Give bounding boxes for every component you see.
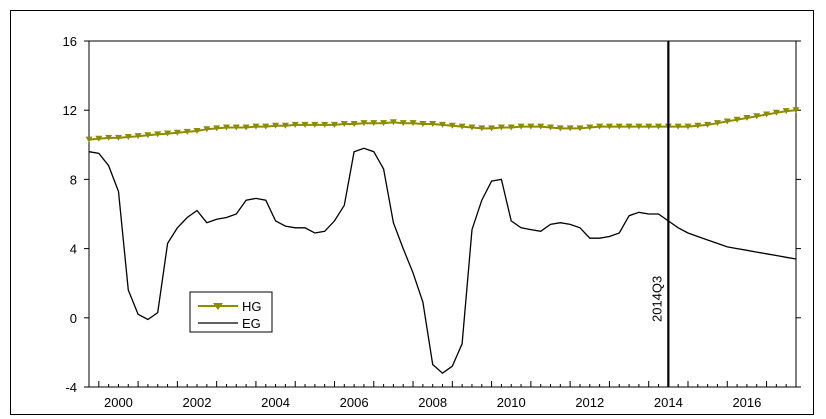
legend: HG EG xyxy=(190,292,272,332)
series-line-eg xyxy=(89,148,796,373)
x-tick-label: 2014 xyxy=(654,395,683,410)
x-tick-label: 2008 xyxy=(418,395,447,410)
x-axis: 2000 2002 2004 2006 2008 2010 2012 2014 2016 xyxy=(89,381,796,410)
legend-eg-label: EG xyxy=(242,316,261,331)
y-tick-label: 0 xyxy=(70,311,77,326)
y-tick-label: 4 xyxy=(70,242,77,257)
y-tick-label: 16 xyxy=(63,34,77,49)
y-axis: -4 0 4 8 12 16 xyxy=(63,34,801,395)
x-tick-label: 2004 xyxy=(261,395,290,410)
x-tick-label: 2010 xyxy=(497,395,526,410)
y-tick-label: -4 xyxy=(65,380,77,395)
y-tick-label: 12 xyxy=(63,103,77,118)
annotation-label: 2014Q3 xyxy=(649,276,664,322)
series-group xyxy=(86,107,800,373)
x-tick-label: 2006 xyxy=(340,395,369,410)
x-tick-label: 2000 xyxy=(104,395,133,410)
y-tick-label: 8 xyxy=(70,172,77,187)
plot-area xyxy=(89,41,796,387)
x-tick-label: 2002 xyxy=(183,395,212,410)
x-tick-label: 2016 xyxy=(732,395,761,410)
x-tick-label: 2012 xyxy=(575,395,604,410)
legend-hg-label: HG xyxy=(242,299,262,314)
